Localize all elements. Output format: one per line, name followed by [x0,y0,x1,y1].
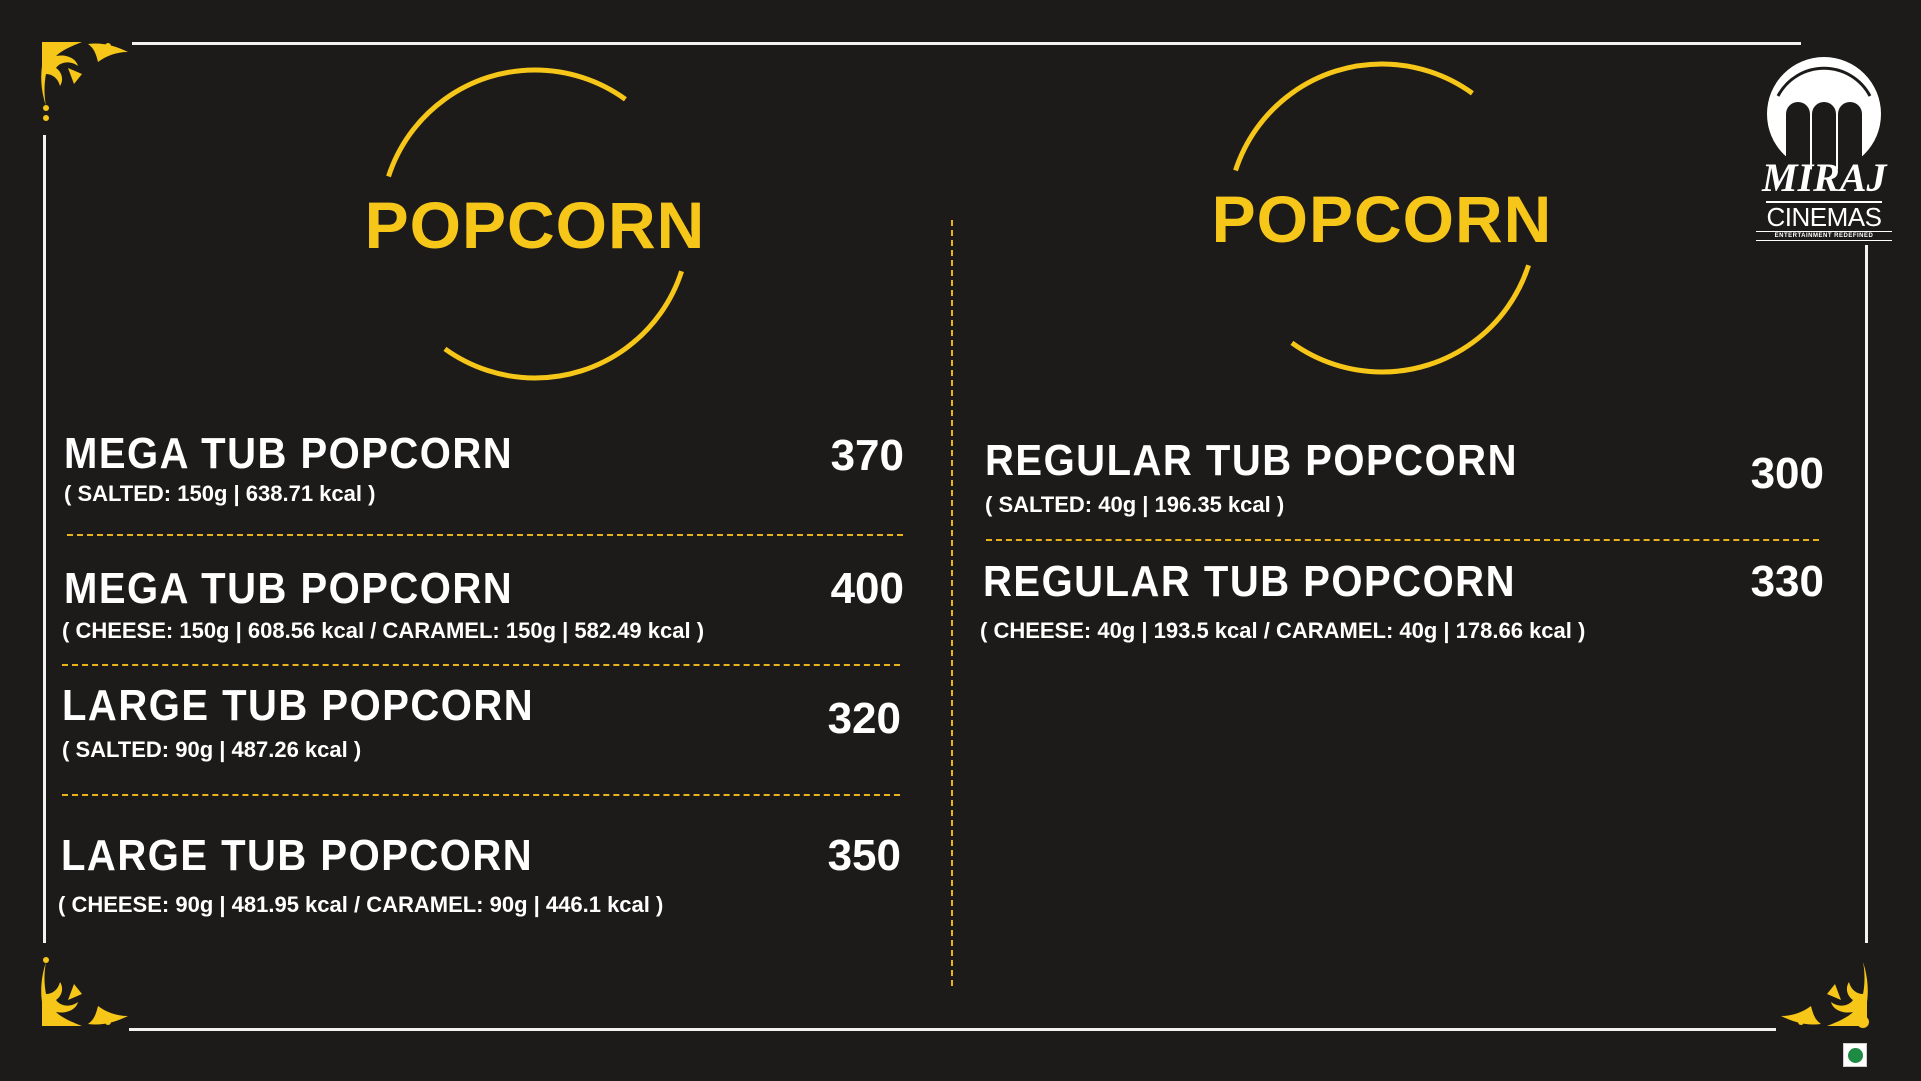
item-price: 400 [830,564,904,613]
logo-name: MIRAJ [1762,155,1887,200]
item-name: MEGA TUB POPCORN [64,565,514,613]
item-name: REGULAR TUB POPCORN [983,558,1516,606]
frame-top [132,42,1801,45]
heading-left: POPCORN [364,188,706,262]
logo-tagline: ENTERTAINMENT REDEFINED [1756,231,1892,241]
frame-bottom [129,1028,1776,1031]
item-divider [62,794,900,796]
heading-circle [378,67,692,381]
item-name: LARGE TUB POPCORN [62,682,535,730]
item-details: ( CHEESE: 40g | 193.5 kcal / CARAMEL: 40… [980,618,1586,643]
veg-mark-icon [1843,1043,1867,1067]
item-divider [986,539,1819,541]
frame-left [43,135,46,943]
item-details: ( SALTED: 150g | 638.71 kcal ) [64,481,376,506]
item-price: 330 [1750,557,1824,606]
item-price: 320 [827,694,901,743]
corner-ornament-icon [41,957,128,1026]
heading-right: POPCORN [1211,182,1553,256]
miraj-logo: MIRAJ CINEMAS ENTERTAINMENT REDEFINED [1756,56,1892,241]
item-price: 300 [1750,449,1824,498]
item-divider [62,664,900,666]
column-divider [951,220,953,986]
corner-ornament-icon [41,42,128,121]
logo-sub: CINEMAS [1766,202,1882,232]
item-details: ( CHEESE: 90g | 481.95 kcal / CARAMEL: 9… [58,892,664,917]
frame-right [1865,245,1868,943]
item-price: 370 [830,431,904,480]
item-name: MEGA TUB POPCORN [64,430,514,478]
logo-emblem-icon [1767,57,1881,176]
item-details: ( SALTED: 90g | 487.26 kcal ) [62,737,362,762]
item-details: ( CHEESE: 150g | 608.56 kcal / CARAMEL: … [62,618,705,643]
item-details: ( SALTED: 40g | 196.35 kcal ) [985,492,1285,517]
heading-circle [1225,61,1539,375]
item-name: LARGE TUB POPCORN [61,832,534,880]
corner-ornament-icon [1781,962,1869,1028]
item-divider [67,534,903,536]
item-name: REGULAR TUB POPCORN [985,437,1518,485]
item-price: 350 [827,831,901,880]
